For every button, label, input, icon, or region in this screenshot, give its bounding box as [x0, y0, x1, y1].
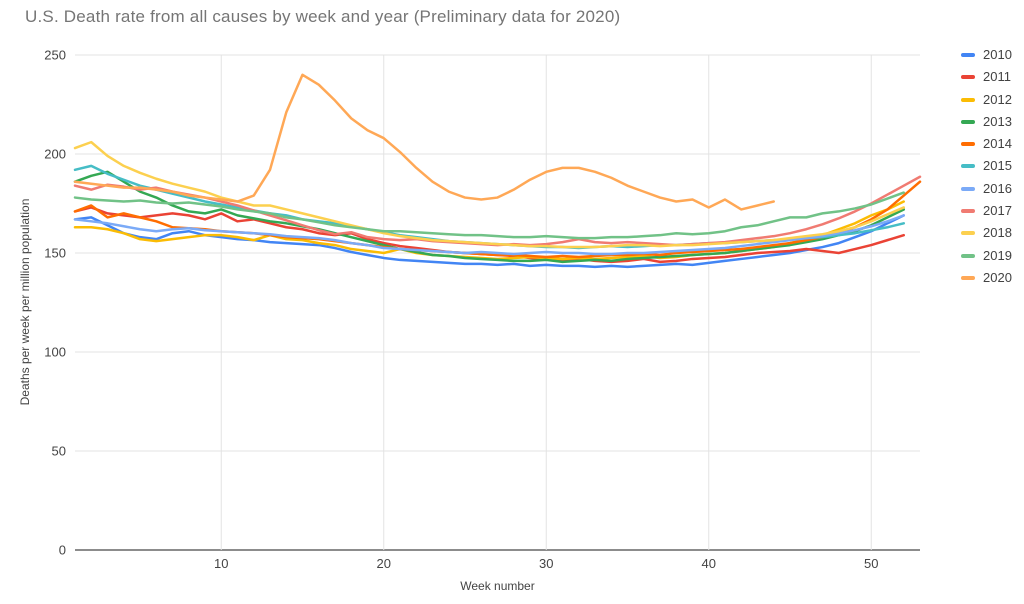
- legend-label-2016: 2016: [983, 180, 1012, 196]
- legend-label-2013: 2013: [983, 113, 1012, 129]
- legend-swatch-2017: [961, 209, 975, 214]
- legend-label-2017: 2017: [983, 203, 1012, 219]
- series-line-2019: [73, 191, 905, 240]
- legend-swatch-2015: [961, 164, 975, 169]
- legend-label-2011: 2011: [983, 69, 1011, 85]
- legend-item-2012[interactable]: 2012: [961, 91, 1012, 107]
- legend-item-2015[interactable]: 2015: [961, 159, 1012, 173]
- legend-label-2014: 2014: [983, 136, 1012, 152]
- x-tick-label-30: 30: [539, 556, 553, 571]
- legend-swatch-2013: [961, 119, 975, 124]
- legend-item-2016[interactable]: 2016: [961, 180, 1012, 196]
- legend-item-2018[interactable]: 2018: [961, 226, 1012, 240]
- legend-label-2018: 2018: [983, 225, 1012, 241]
- y-tick-label-0: 0: [59, 543, 66, 558]
- legend-label-2010: 2010: [983, 47, 1012, 62]
- series-line-2020: [73, 73, 775, 211]
- x-tick-label-20: 20: [377, 556, 391, 571]
- y-tick-label-50: 50: [52, 444, 66, 459]
- series-line-2018: [73, 140, 905, 249]
- legend-item-2014[interactable]: 2014: [961, 137, 1012, 151]
- legend: 2010 2011 2012 2013 2014 2015 2016 2017 2018 2019…: [961, 48, 1012, 293]
- legend-item-2019[interactable]: 2019: [961, 247, 1012, 263]
- legend-swatch-2010: [961, 53, 975, 57]
- legend-item-2017[interactable]: 2017: [961, 204, 1012, 218]
- legend-item-2013[interactable]: 2013: [961, 113, 1012, 129]
- x-tick-label-40: 40: [702, 556, 716, 571]
- legend-label-2020: 2020: [983, 269, 1012, 285]
- legend-swatch-2020: [961, 275, 975, 280]
- x-tick-label-10: 10: [214, 556, 228, 571]
- y-tick-label-250: 250: [44, 48, 66, 63]
- y-axis-title: Deaths per week per million population: [18, 198, 32, 406]
- legend-label-2019: 2019: [983, 247, 1012, 263]
- series-line-2016: [73, 214, 905, 256]
- y-tick-label-200: 200: [44, 147, 66, 162]
- chart-title: U.S. Death rate from all causes by week …: [25, 7, 621, 26]
- legend-item-2010[interactable]: 2010: [961, 48, 1012, 62]
- legend-swatch-2016: [961, 186, 975, 191]
- series-line-2013: [73, 170, 905, 264]
- legend-item-2020[interactable]: 2020: [961, 269, 1012, 285]
- legend-swatch-2011: [961, 75, 975, 80]
- x-axis-title: Week number: [460, 579, 535, 593]
- legend-swatch-2012: [961, 97, 975, 102]
- legend-swatch-2014: [961, 142, 975, 147]
- legend-swatch-2019: [961, 253, 975, 258]
- legend-label-2015: 2015: [983, 158, 1012, 174]
- legend-item-2011[interactable]: 2011: [961, 70, 1012, 84]
- x-tick-label-50: 50: [864, 556, 878, 571]
- y-tick-label-150: 150: [44, 246, 66, 261]
- legend-swatch-2018: [961, 231, 975, 236]
- legend-label-2012: 2012: [983, 91, 1012, 107]
- y-tick-label-100: 100: [44, 345, 66, 360]
